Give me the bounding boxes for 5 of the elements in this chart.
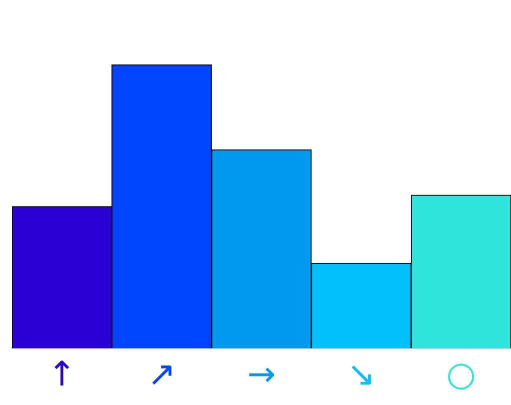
x-tick-label: ○	[446, 354, 476, 394]
x-tick-label: →	[247, 354, 276, 394]
x-tick-label: ↑	[48, 354, 76, 394]
x-tick-label: ↗	[147, 354, 176, 394]
x-tick-label: ↘	[347, 354, 376, 394]
